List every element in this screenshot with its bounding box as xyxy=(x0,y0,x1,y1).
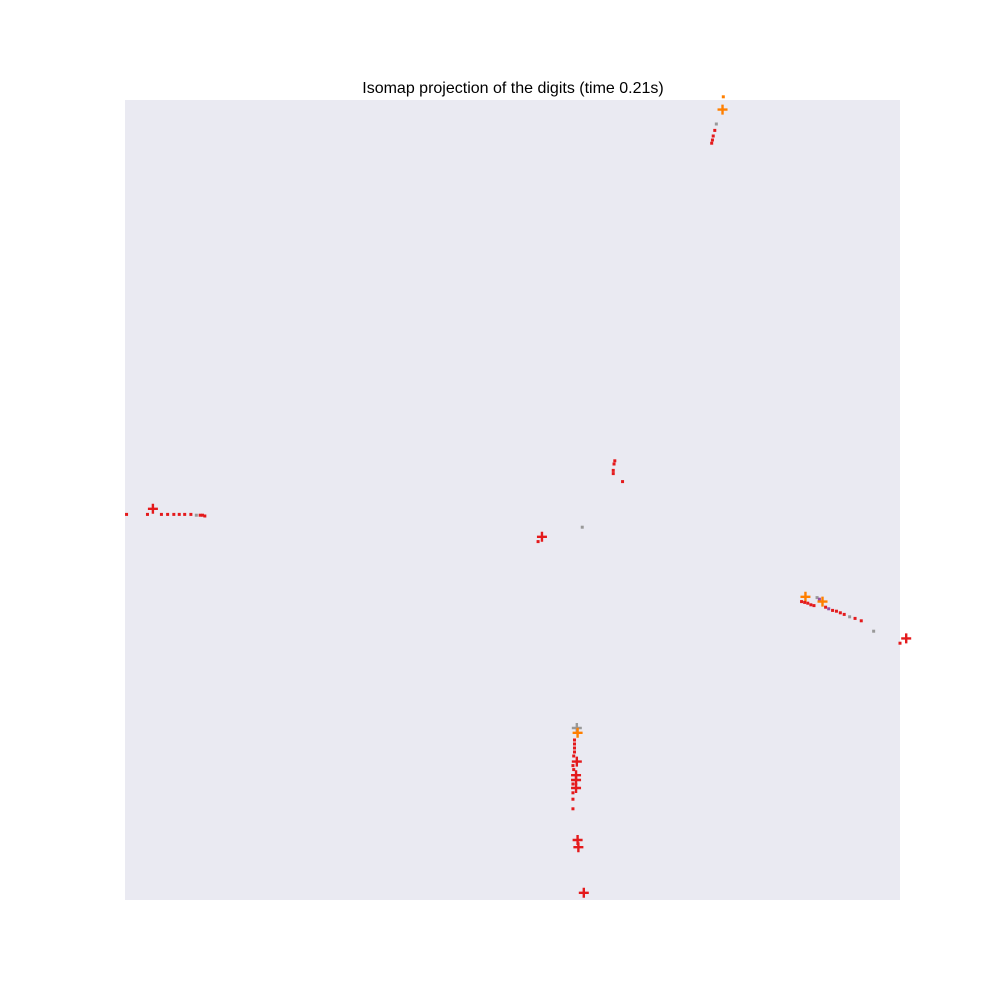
dot-point-9 xyxy=(611,468,615,472)
dot-point-5 xyxy=(710,138,714,142)
dot-point-2 xyxy=(714,122,718,126)
plus-marker-point-13 xyxy=(536,531,547,542)
dot-point-33 xyxy=(812,604,816,608)
dot-point-44 xyxy=(853,616,857,620)
plus-marker-point-62 xyxy=(571,783,582,793)
dot-point-39 xyxy=(831,608,835,612)
dot-point-19 xyxy=(166,512,170,516)
dot-point-3 xyxy=(713,128,717,132)
dot-point-57 xyxy=(571,764,575,768)
dot-point-65 xyxy=(571,807,575,811)
plot-area xyxy=(125,100,900,900)
dot-point-8 xyxy=(612,462,616,466)
dot-point-22 xyxy=(183,512,187,516)
dot-point-64 xyxy=(571,797,575,801)
dot-point-10 xyxy=(611,472,615,476)
dot-point-48 xyxy=(898,641,902,645)
dot-point-0 xyxy=(721,95,725,99)
plus-marker-point-47 xyxy=(901,633,912,644)
dot-point-24 xyxy=(194,513,198,517)
dot-point-46 xyxy=(872,629,876,633)
dot-point-29 xyxy=(800,600,804,604)
dot-point-30 xyxy=(803,600,807,604)
plus-marker-point-36 xyxy=(817,596,828,607)
plus-marker-point-16 xyxy=(147,503,158,514)
dot-point-25 xyxy=(198,513,202,517)
plus-marker-point-67 xyxy=(573,842,584,853)
plus-marker-point-56 xyxy=(571,756,582,767)
dot-point-35 xyxy=(817,597,821,601)
dot-point-52 xyxy=(573,742,576,746)
dot-point-53 xyxy=(573,746,576,750)
plus-marker-point-50 xyxy=(572,727,583,738)
dot-point-40 xyxy=(834,609,838,613)
dot-point-37 xyxy=(824,605,828,609)
dot-point-32 xyxy=(809,603,813,607)
dot-point-51 xyxy=(573,738,576,742)
dot-point-26 xyxy=(201,513,204,517)
dot-point-55 xyxy=(572,754,576,758)
dot-point-7 xyxy=(613,459,617,463)
plus-marker-point-28 xyxy=(800,591,811,602)
chart-title: Isomap projection of the digits (time 0.… xyxy=(362,80,663,97)
dot-point-17 xyxy=(145,512,149,516)
dot-point-21 xyxy=(177,512,181,516)
dot-point-6 xyxy=(710,141,714,145)
scatter-points xyxy=(125,95,912,898)
dot-point-31 xyxy=(806,601,810,605)
dot-point-41 xyxy=(838,611,842,615)
dot-point-63 xyxy=(571,791,575,795)
dot-point-4 xyxy=(711,134,715,138)
dot-point-45 xyxy=(859,619,863,623)
dot-point-27 xyxy=(203,514,207,518)
dot-point-14 xyxy=(536,540,540,544)
dot-point-61 xyxy=(571,782,575,786)
dot-point-38 xyxy=(827,607,831,611)
dot-point-20 xyxy=(172,512,176,516)
dot-point-15 xyxy=(125,512,129,516)
dot-point-11 xyxy=(621,480,625,484)
dot-point-34 xyxy=(815,596,819,600)
dot-point-18 xyxy=(159,512,163,516)
dot-point-43 xyxy=(848,615,852,619)
dot-point-23 xyxy=(189,512,193,516)
dot-point-42 xyxy=(842,612,846,616)
plus-marker-point-1 xyxy=(717,104,728,115)
plus-marker-point-68 xyxy=(578,887,589,898)
dot-point-58 xyxy=(572,768,576,772)
dot-point-12 xyxy=(580,525,584,529)
dot-point-54 xyxy=(573,750,576,754)
